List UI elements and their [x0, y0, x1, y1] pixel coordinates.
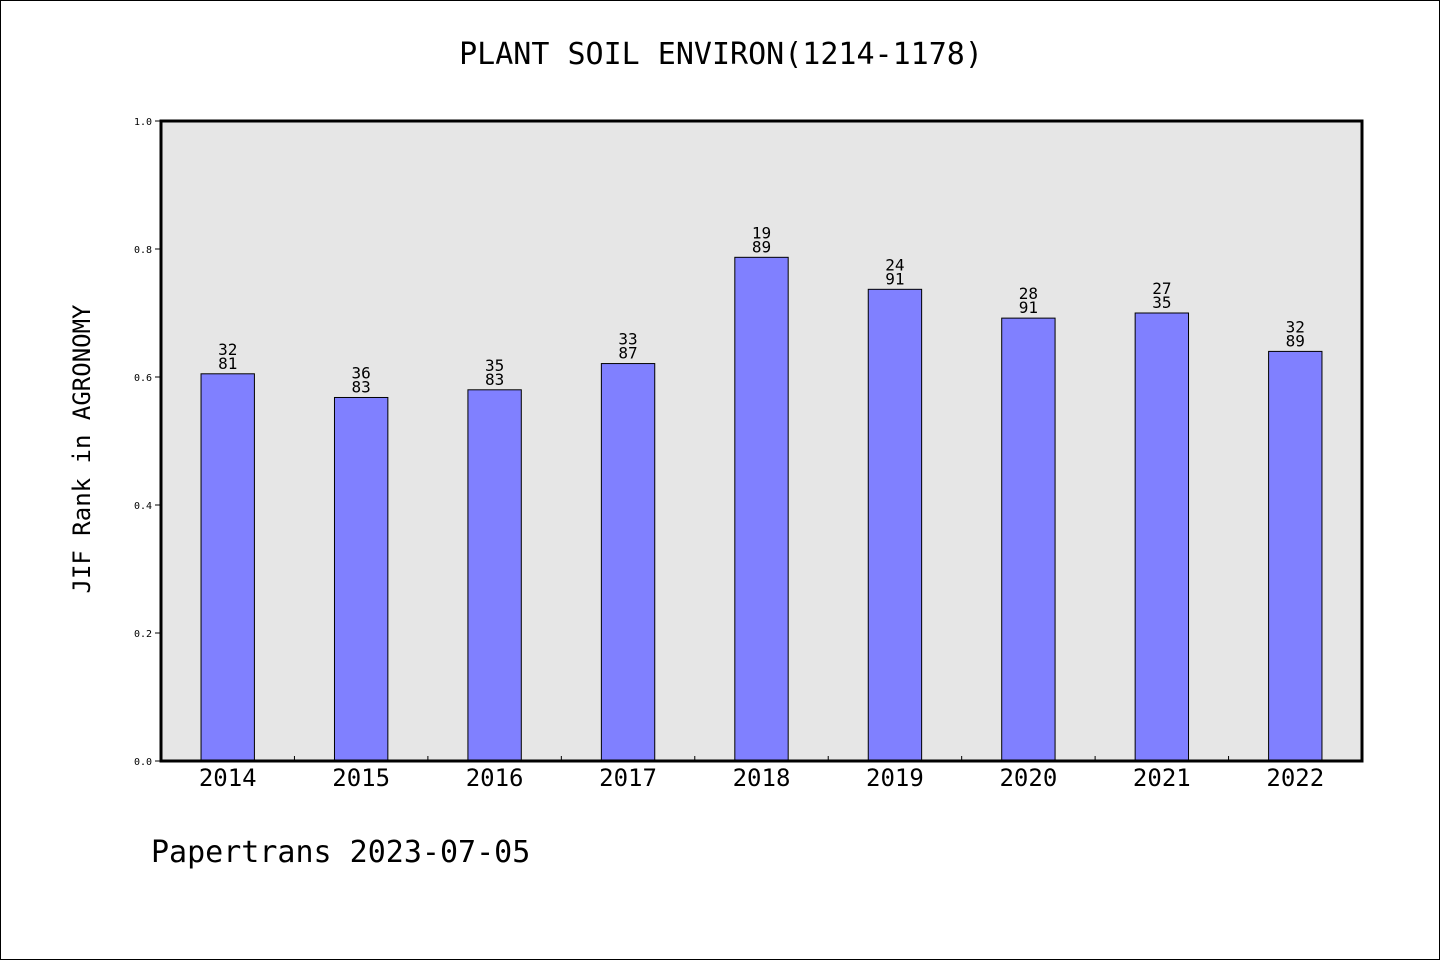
plot-border	[159, 119, 1364, 763]
bar-label-top-2020: 28	[1019, 284, 1038, 303]
bar-label-top-2014: 32	[218, 340, 237, 359]
bar-2019	[867, 288, 923, 762]
bar-label-top-2019: 24	[885, 255, 904, 274]
x-tick-label-2016: 2016	[466, 764, 524, 792]
x-axis: 2014 2015 2016 2017 2018 2019 2020 2021 2022	[199, 756, 1324, 792]
x-tick-label-2014: 2014	[199, 764, 257, 792]
bar-label-top-2018: 19	[752, 223, 771, 242]
bar-label-bottom-2014: 81	[218, 354, 237, 373]
y-tick-label-0.8: 0.8	[134, 245, 152, 256]
y-tick-label-0.6: 0.6	[134, 373, 152, 384]
bars-layer	[200, 256, 1323, 762]
bar-2017	[600, 363, 656, 762]
bar-2018	[734, 256, 789, 762]
bar-label-top-2021: 27	[1152, 279, 1171, 298]
bar-label-bottom-2015: 83	[352, 377, 371, 396]
bar-label-bottom-2020: 91	[1019, 298, 1038, 317]
bar-label-top-2016: 35	[485, 356, 504, 375]
y-axis-label: JIF Rank in AGRONOMY	[68, 304, 96, 594]
y-tick-label-0.4: 0.4	[134, 501, 152, 512]
bar-2015	[333, 396, 389, 762]
bar-label-top-2017: 33	[618, 330, 637, 349]
bar-2021	[1134, 312, 1190, 762]
bar-2014	[200, 373, 255, 762]
y-tick-label-1.0: 1.0	[134, 117, 152, 128]
x-tick-label-2017: 2017	[599, 764, 657, 792]
chart-title: PLANT SOIL ENVIRON(1214-1178)	[459, 37, 983, 72]
bar-label-bottom-2019: 91	[885, 269, 904, 288]
bar-label-bottom-2021: 35	[1152, 293, 1171, 312]
x-tick-label-2022: 2022	[1266, 764, 1324, 792]
x-tick-label-2020: 2020	[999, 764, 1057, 792]
x-tick-label-2021: 2021	[1133, 764, 1191, 792]
y-tick-label-0.0: 0.0	[134, 757, 152, 768]
bar-label-bottom-2018: 89	[752, 237, 771, 256]
bar-label-bottom-2017: 87	[618, 344, 637, 363]
footer-note: Papertrans 2023-07-05	[151, 835, 531, 870]
bar-2022	[1268, 350, 1323, 762]
x-tick-label-2015: 2015	[332, 764, 390, 792]
x-tick-label-2019: 2019	[866, 764, 924, 792]
bar-2020	[1001, 317, 1056, 762]
x-tick-label-2018: 2018	[733, 764, 791, 792]
bar-label-bottom-2022: 89	[1286, 331, 1305, 350]
y-tick-label-0.2: 0.2	[134, 629, 152, 640]
bar-label-top-2015: 36	[352, 363, 371, 382]
bar-label-bottom-2016: 83	[485, 370, 504, 389]
bar-2016	[467, 389, 522, 762]
y-axis: 0.0 0.2 0.4 0.6 0.8 1.0	[134, 117, 161, 768]
bar-label-top-2022: 32	[1286, 317, 1305, 336]
